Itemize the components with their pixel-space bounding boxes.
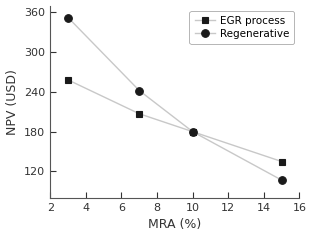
Line: Regenerative: Regenerative (64, 14, 285, 184)
Regenerative (280, 179, 284, 182)
Y-axis label: NPV (USD): NPV (USD) (6, 69, 18, 135)
Line: EGR process: EGR process (65, 76, 285, 165)
EGR process (137, 112, 141, 115)
Regenerative (66, 16, 70, 19)
Regenerative (191, 130, 194, 133)
Regenerative (137, 89, 141, 92)
EGR process (280, 160, 284, 163)
Legend: EGR process, Regenerative: EGR process, Regenerative (189, 11, 294, 44)
X-axis label: MRA (%): MRA (%) (148, 219, 202, 232)
EGR process (191, 130, 194, 133)
EGR process (66, 78, 70, 81)
